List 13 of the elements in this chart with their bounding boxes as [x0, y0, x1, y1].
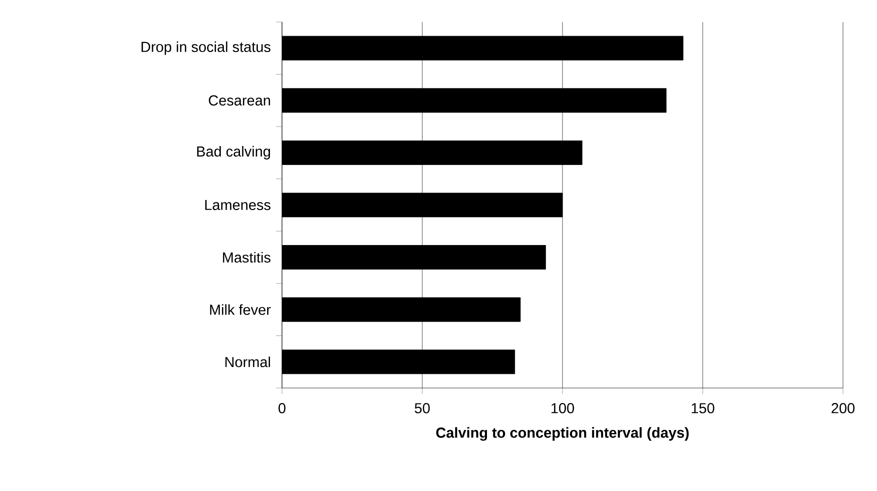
x-tick-label: 150 [692, 403, 714, 414]
y-tick-label: Cesarean [208, 95, 270, 106]
y-tick-label: Bad calving [197, 146, 270, 160]
y-tick-label: Normal [225, 356, 270, 368]
y-tick-label: Drop in social status [142, 41, 270, 55]
y-tick-label: Milk fever [210, 304, 271, 315]
x-tick-label: 100 [552, 403, 574, 414]
x-axis-title: Calving to conception interval (days) [436, 427, 689, 441]
x-tick-label: 50 [414, 403, 430, 414]
y-tick-label: Mastitis [223, 252, 270, 263]
x-tick-label: 0 [278, 403, 286, 414]
x-tick-label: 200 [832, 403, 855, 414]
y-tick-label: Lameness [205, 200, 270, 210]
